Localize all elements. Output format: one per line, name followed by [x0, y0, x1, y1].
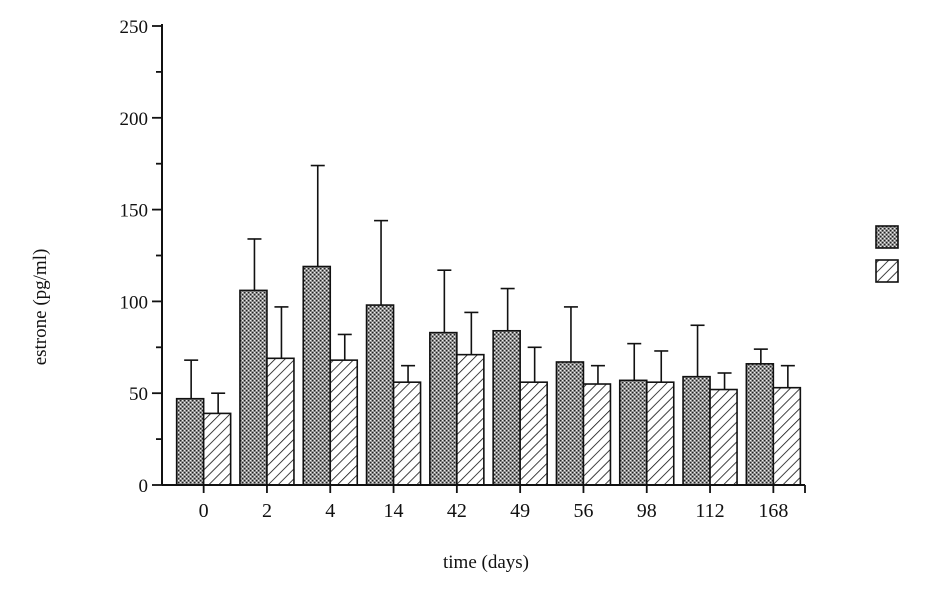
- y-tick-label: 200: [120, 109, 149, 130]
- bar-hatched-day-0: [202, 412, 232, 486]
- bar-hatched-day-2: [266, 357, 295, 486]
- bar-hatched-day-42: [456, 353, 485, 486]
- x-tick-label: 168: [758, 500, 788, 522]
- y-tick-label: 250: [120, 17, 149, 38]
- x-tick-label: 4: [325, 500, 335, 522]
- bar-stippled-day-49: [492, 329, 521, 486]
- x-tick-label: 112: [695, 500, 724, 522]
- bars: [175, 164, 802, 486]
- bar-hatched-day-56: [582, 383, 612, 486]
- legend-swatch-stippled: [875, 225, 899, 249]
- x-axis-ticks: 0 2 4 14 42 49 56 98 112 168: [199, 485, 806, 522]
- x-tick-label: 42: [447, 500, 467, 522]
- bar-stippled-day-0: [175, 397, 205, 486]
- y-axis-label: estrone (pg/ml): [30, 249, 51, 366]
- bar-stippled-day-98: [618, 379, 648, 486]
- x-axis-label: time (days): [443, 552, 529, 573]
- x-tick-label: 14: [384, 500, 404, 522]
- x-tick-label: 2: [262, 500, 272, 522]
- bar-hatched-day-14: [392, 381, 422, 486]
- y-axis-ticks: 0 50 100 150 200 250: [120, 17, 162, 497]
- bar-hatched-day-49: [519, 381, 548, 486]
- x-tick-label: 49: [510, 500, 530, 522]
- y-tick-label: 0: [139, 476, 149, 497]
- x-tick-label: 0: [199, 500, 209, 522]
- bar-hatched-day-112: [709, 388, 738, 486]
- bar-hatched-day-168: [772, 386, 802, 486]
- x-tick-label: 98: [637, 500, 657, 522]
- bar-stippled-day-56: [555, 361, 585, 486]
- x-tick-label: 56: [573, 500, 593, 522]
- legend-swatch-hatched: [875, 259, 899, 283]
- bar-stippled-day-112: [682, 375, 711, 486]
- y-tick-label: 100: [120, 292, 149, 313]
- legend: [875, 225, 899, 283]
- bar-stippled-day-168: [745, 363, 775, 486]
- bar-stippled-day-14: [365, 304, 395, 486]
- bar-stippled-day-42: [429, 331, 458, 486]
- bar-hatched-day-98: [645, 381, 675, 486]
- y-tick-label: 150: [120, 201, 149, 222]
- bar-stippled-day-4: [302, 265, 332, 486]
- bar-stippled-day-2: [239, 289, 268, 486]
- bar-hatched-day-4: [329, 359, 359, 486]
- y-tick-label: 50: [129, 384, 148, 405]
